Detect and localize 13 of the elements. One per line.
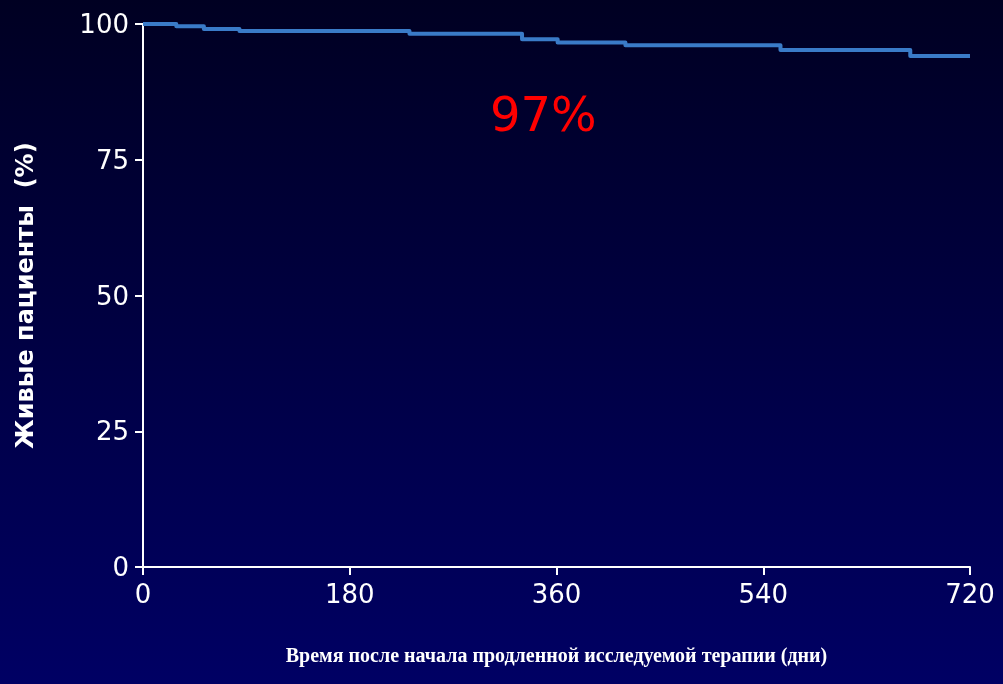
x-tick-label: 540: [738, 579, 789, 609]
y-tick-label: 50: [95, 280, 129, 311]
y-tick-label: 75: [95, 144, 129, 175]
y-tick-label: 100: [79, 9, 129, 39]
y-tick-label: 0: [112, 552, 129, 582]
annotation: 97%: [490, 86, 597, 142]
x-axis-title: Время после начала продленной исследуемой терапии (дни): [285, 644, 828, 667]
x-tick-label: 180: [324, 579, 375, 609]
y-tick-label: 25: [95, 416, 129, 447]
x-tick-label: 720: [945, 579, 995, 609]
x-tick-label: 0: [134, 579, 152, 609]
y-axis-title: Живые пациенты (%): [11, 142, 39, 449]
x-tick-label: 360: [531, 579, 582, 609]
